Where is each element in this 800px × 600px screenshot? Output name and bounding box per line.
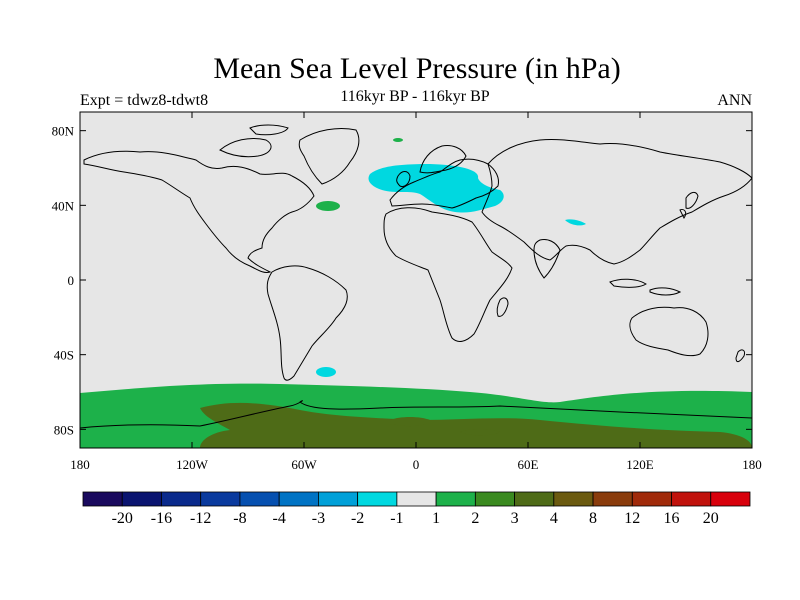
colorbar-swatch: [278, 491, 319, 507]
y-tick-label: 80S: [54, 422, 74, 437]
season-label: ANN: [717, 92, 752, 109]
x-tick-label: 180: [742, 457, 762, 472]
antarctica-coast: [80, 400, 752, 429]
x-tick-label: 60E: [518, 457, 539, 472]
chart-subtitle: 116kyr BP - 116kyr BP: [340, 88, 490, 105]
y-tick-label: 80N: [52, 124, 75, 139]
colorbar-swatch: [474, 491, 515, 507]
chart-title: Mean Sea Level Pressure (in hPa): [213, 52, 621, 85]
colorbar-label: 16: [664, 510, 680, 527]
colorbar-label: -3: [312, 510, 325, 527]
colorbar-label: 12: [624, 510, 640, 527]
antarctic-interior-field: [200, 402, 752, 448]
colorbar-label: -2: [351, 510, 364, 527]
colorbar-swatch: [514, 491, 555, 507]
north-atlantic-patch: [316, 201, 340, 211]
antarctic-patch-2: [460, 429, 500, 436]
colorbar-swatch: [357, 491, 398, 507]
colorbar-swatch: [239, 491, 280, 507]
anomaly-fields: [80, 138, 752, 448]
antarctic-patch-1: [390, 417, 430, 427]
europe-anomaly-field: [368, 164, 504, 213]
colorbar-label: 2: [471, 510, 479, 527]
y-tick-label: 40S: [54, 348, 74, 363]
north-america-coast: [83, 150, 315, 273]
x-tick-label: 120W: [176, 457, 209, 472]
x-tick-label: 0: [413, 457, 420, 472]
colorbar-swatch: [200, 491, 241, 507]
y-tick-label: 40N: [52, 198, 75, 213]
colorbar-swatch: [318, 491, 359, 507]
colorbar-label: -12: [190, 510, 211, 527]
arctic-islands: [219, 124, 289, 158]
colorbar-swatch: [631, 491, 672, 507]
colorbar-label: -1: [390, 510, 403, 527]
europe-coast: [389, 158, 499, 209]
indonesia-coast: [609, 278, 682, 296]
new-zealand-coast: [735, 349, 745, 363]
colorbar-swatch: [396, 491, 437, 507]
india-coast: [533, 239, 561, 279]
colorbar-label: -20: [112, 510, 133, 527]
colorbar-swatch: [671, 491, 712, 507]
japan-coast: [679, 191, 699, 219]
colorbar-swatch: [121, 491, 162, 507]
scandinavia-coast: [419, 145, 467, 174]
colorbar-swatch: [592, 491, 633, 507]
south-america-coast: [266, 265, 348, 381]
arctic-fleck: [393, 138, 403, 142]
asia-streak-field: [565, 219, 586, 226]
colorbar-label: -4: [273, 510, 286, 527]
colorbar-swatch: [161, 491, 202, 507]
colorbar-swatch: [553, 491, 594, 507]
y-axis: 80N 40N 0 40S 80S: [52, 124, 752, 437]
greenland-coast: [298, 127, 360, 185]
australia-coast: [629, 306, 709, 357]
colorbar-swatch: [435, 491, 476, 507]
coastlines: [80, 124, 752, 429]
experiment-label: Expt = tdwz8-tdwt8: [80, 92, 209, 109]
colorbar-swatch: [710, 491, 751, 507]
africa-coast: [383, 207, 513, 342]
colorbar-label: 4: [550, 510, 558, 527]
y-tick-label: 0: [68, 273, 75, 288]
asia-coast: [481, 139, 752, 265]
colorbar-label: 1: [432, 510, 440, 527]
x-axis: 180 120W 60W 0 60E 120E 180: [70, 112, 762, 472]
south-atlantic-patch: [316, 367, 336, 377]
x-tick-label: 60W: [291, 457, 317, 472]
britain-coast: [396, 171, 411, 187]
colorbar-label: 3: [511, 510, 519, 527]
colorbar-label: -8: [233, 510, 246, 527]
x-tick-label: 180: [70, 457, 90, 472]
colorbar-label: -16: [151, 510, 172, 527]
x-tick-label: 120E: [626, 457, 654, 472]
colorbar-label: 20: [703, 510, 719, 527]
madagascar-coast: [496, 297, 509, 317]
colorbar-swatch: [82, 491, 123, 507]
colorbar: -20 -16 -12 -8 -4 -3 -2 -1 1 2 3 4 8 12 16 20: [82, 491, 751, 527]
colorbar-label: 8: [589, 510, 597, 527]
